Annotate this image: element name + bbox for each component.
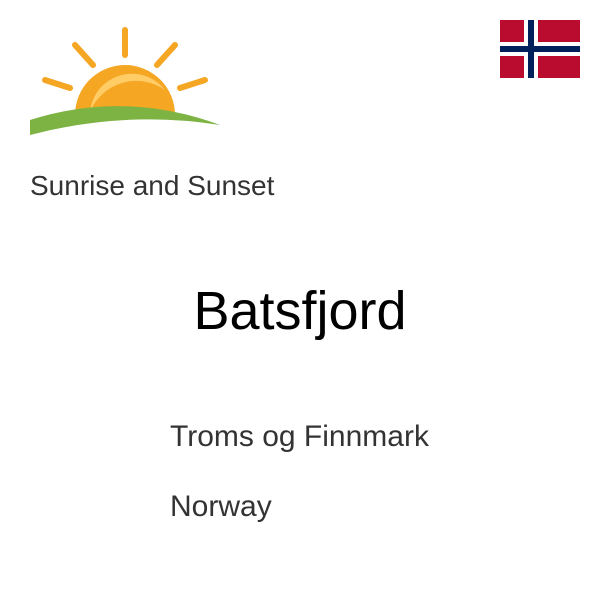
region-label: Troms og Finnmark — [170, 420, 429, 454]
city-title: Batsfjord — [0, 280, 600, 342]
norway-flag-icon — [500, 20, 580, 78]
sunrise-logo — [15, 20, 235, 160]
page-subtitle: Sunrise and Sunset — [30, 170, 274, 202]
country-label: Norway — [170, 490, 272, 524]
